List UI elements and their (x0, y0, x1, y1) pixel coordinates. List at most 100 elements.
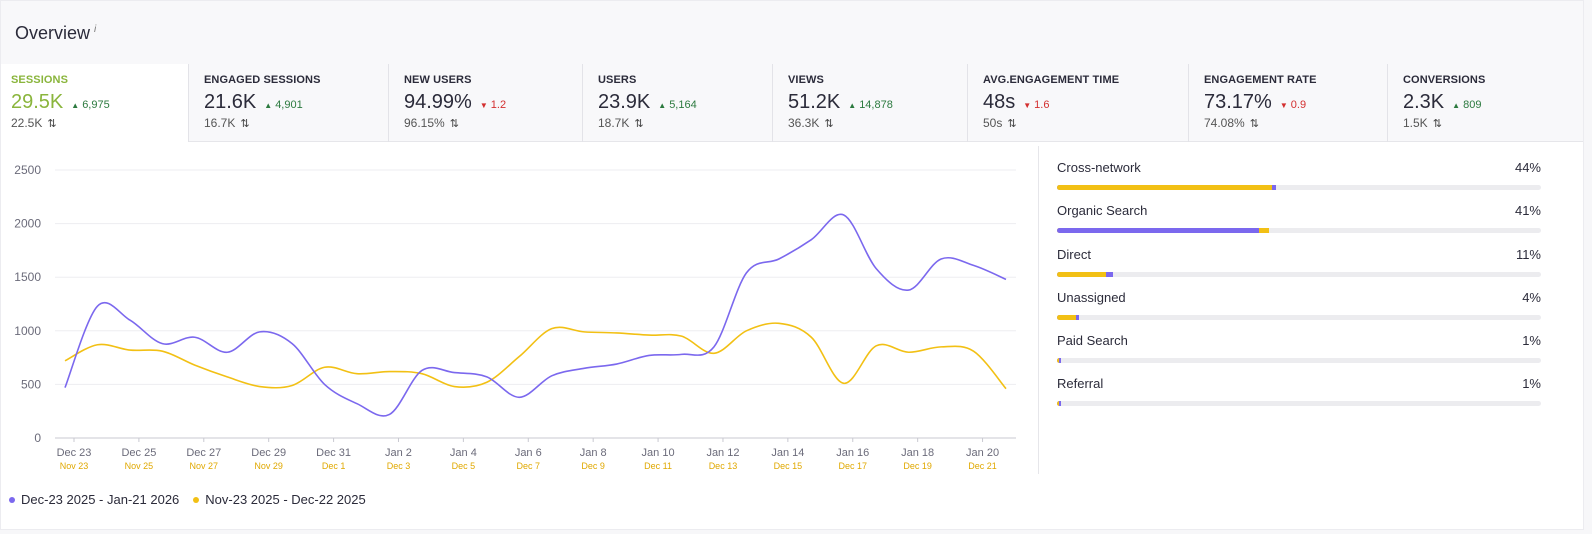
metric-delta: ▲ 5,164 (658, 99, 696, 111)
source-row-cross-network[interactable]: Cross-network 44% (1057, 156, 1541, 199)
source-bar-fill (1057, 185, 1272, 190)
y-tick-label: 500 (21, 377, 41, 391)
x-tick-label: Jan 4 (450, 447, 477, 459)
metric-label: ENGAGED SESSIONS (204, 74, 321, 86)
x-tick-label: Jan 10 (642, 447, 675, 459)
triangle-down-icon: ▼ (1279, 101, 1288, 110)
metric-value: 73.17% (1204, 91, 1272, 113)
metric-label: ENGAGEMENT RATE (1204, 74, 1317, 86)
triangle-up-icon: ▲ (71, 101, 80, 110)
legend-dot-icon (193, 496, 200, 503)
x-tick-label-previous: Nov 25 (125, 461, 154, 471)
triangle-up-icon: ▲ (264, 101, 273, 110)
source-row-organic-search[interactable]: Organic Search 41% (1057, 199, 1541, 242)
metric-value: 94.99% (404, 91, 472, 113)
x-tick-label: Jan 16 (836, 447, 869, 459)
x-tick-label-previous: Dec 7 (517, 461, 541, 471)
legend-item[interactable]: Dec-23 2025 - Jan-21 2026 (9, 492, 179, 507)
source-name: Referral (1057, 376, 1104, 392)
x-tick-label: Dec 31 (316, 447, 351, 459)
source-bar (1057, 271, 1541, 277)
x-tick-label: Jan 14 (771, 447, 804, 459)
source-bar-fill (1057, 314, 1076, 320)
chart-legend: Dec-23 2025 - Jan-21 2026 Nov-23 2025 - D… (9, 492, 380, 507)
metric-value: 48s (983, 91, 1016, 113)
series-line-previous (64, 322, 1007, 390)
metric-tab-views[interactable]: VIEWS 51.2K ▲ 14,878 36.3K ⇅ (772, 64, 967, 142)
source-bar (1057, 314, 1541, 320)
source-name: Unassigned (1057, 289, 1126, 305)
metric-delta-value: 0.9 (1290, 99, 1307, 111)
metric-tab-conversions[interactable]: CONVERSIONS 2.3K ▲ 809 1.5K ⇅ (1387, 64, 1585, 142)
legend-label: Dec-23 2025 - Jan-21 2026 (21, 492, 180, 507)
metric-previous-value: 36.3K (788, 116, 820, 130)
swap-arrows-icon[interactable]: ⇅ (1432, 118, 1442, 130)
metric-tab-engaged-sessions[interactable]: ENGAGED SESSIONS 21.6K ▲ 4,901 16.7K ⇅ (188, 64, 388, 142)
chart-svg: 0 500 1000 1500 2000 2500 Dec 23 Nov 23 Dec 25 No… (14, 163, 1016, 471)
source-row-paid-search[interactable]: Paid Search 1% (1057, 329, 1541, 372)
metrics-bar: SESSIONS 29.5K ▲ 6,975 22.5K ⇅ ENGAGED SESSION… (1, 64, 1585, 143)
info-icon[interactable]: i (94, 24, 97, 35)
source-name: Cross-network (1057, 160, 1141, 175)
source-row-referral[interactable]: Referral 1% (1057, 372, 1541, 415)
metric-tab-new-users[interactable]: NEW USERS 94.99% ▼ 1.2 96.15% ⇅ (388, 64, 582, 142)
metric-tab-users[interactable]: USERS 23.9K ▲ 5,164 18.7K ⇅ (582, 64, 772, 142)
metric-value: 29.5K (11, 91, 64, 113)
metric-value: 2.3K (1403, 91, 1445, 113)
swap-arrows-icon[interactable]: ⇅ (47, 118, 57, 130)
metric-previous-value: 22.5K (11, 116, 43, 130)
source-name: Paid Search (1057, 333, 1128, 349)
source-percent: 41% (1514, 203, 1541, 219)
swap-arrows-icon[interactable]: ⇅ (1007, 118, 1017, 130)
metric-delta-value: 6,975 (82, 99, 110, 111)
source-percent: 4% (1522, 289, 1541, 305)
x-tick-label-previous: Dec 3 (387, 461, 411, 471)
x-tick-label-previous: Dec 13 (709, 461, 738, 471)
source-row-unassigned[interactable]: Unassigned 4% (1057, 286, 1541, 329)
metric-label: NEW USERS (404, 74, 472, 86)
source-percent: 44% (1514, 160, 1541, 175)
metric-tab-sessions[interactable]: SESSIONS 29.5K ▲ 6,975 22.5K ⇅ (1, 64, 188, 143)
metric-tab-avg-engagement-time[interactable]: AVG.ENGAGEMENT TIME 48s ▼ 1.6 50s ⇅ (967, 64, 1188, 142)
y-tick-label: 0 (34, 431, 41, 445)
metric-tab-engagement-rate[interactable]: ENGAGEMENT RATE 73.17% ▼ 0.9 74.08% ⇅ (1188, 64, 1387, 142)
x-tick-label-previous: Nov 23 (60, 461, 89, 471)
y-tick-label: 1500 (14, 270, 41, 284)
overview-header: Overview i (1, 1, 1583, 65)
source-row-direct[interactable]: Direct 11% (1057, 243, 1541, 286)
source-percent: 1% (1522, 333, 1541, 349)
x-tick-label-previous: Dec 19 (903, 461, 932, 471)
x-tick-label-previous: Dec 9 (581, 461, 605, 471)
metric-delta: ▲ 4,901 (264, 99, 302, 111)
swap-arrows-icon[interactable]: ⇅ (634, 118, 644, 130)
metric-previous-value: 50s (983, 116, 1003, 130)
swap-arrows-icon[interactable]: ⇅ (824, 118, 834, 130)
swap-arrows-icon[interactable]: ⇅ (449, 118, 459, 130)
legend-item[interactable]: Nov-23 2025 - Dec-22 2025 (193, 492, 366, 507)
metric-label: SESSIONS (11, 74, 69, 86)
y-tick-label: 2500 (14, 163, 41, 177)
source-bar-fill (1057, 271, 1107, 277)
metric-label: AVG.ENGAGEMENT TIME (983, 74, 1120, 86)
x-tick-label-previous: Dec 1 (322, 461, 346, 471)
metric-previous-value: 16.7K (204, 116, 236, 130)
legend-label: Nov-23 2025 - Dec-22 2025 (205, 492, 366, 507)
y-tick-label: 2000 (14, 217, 41, 231)
triangle-down-icon: ▼ (1023, 101, 1032, 110)
x-tick-label: Dec 25 (121, 447, 156, 459)
vertical-divider (1038, 146, 1039, 474)
x-tick-label: Dec 29 (251, 447, 286, 459)
metric-delta: ▼ 0.9 (1280, 99, 1306, 111)
source-name: Direct (1057, 246, 1091, 262)
source-name: Organic Search (1057, 203, 1148, 219)
x-tick-label: Jan 20 (966, 447, 999, 459)
source-bar-fill (1057, 358, 1060, 364)
swap-arrows-icon[interactable]: ⇅ (1249, 118, 1259, 130)
triangle-up-icon: ▲ (658, 101, 667, 110)
metric-delta-value: 5,164 (669, 99, 697, 111)
metric-delta: ▼ 1.2 (480, 99, 506, 111)
metric-delta: ▲ 14,878 (848, 99, 893, 111)
swap-arrows-icon[interactable]: ⇅ (240, 118, 250, 130)
source-bar-fill (1057, 228, 1260, 234)
